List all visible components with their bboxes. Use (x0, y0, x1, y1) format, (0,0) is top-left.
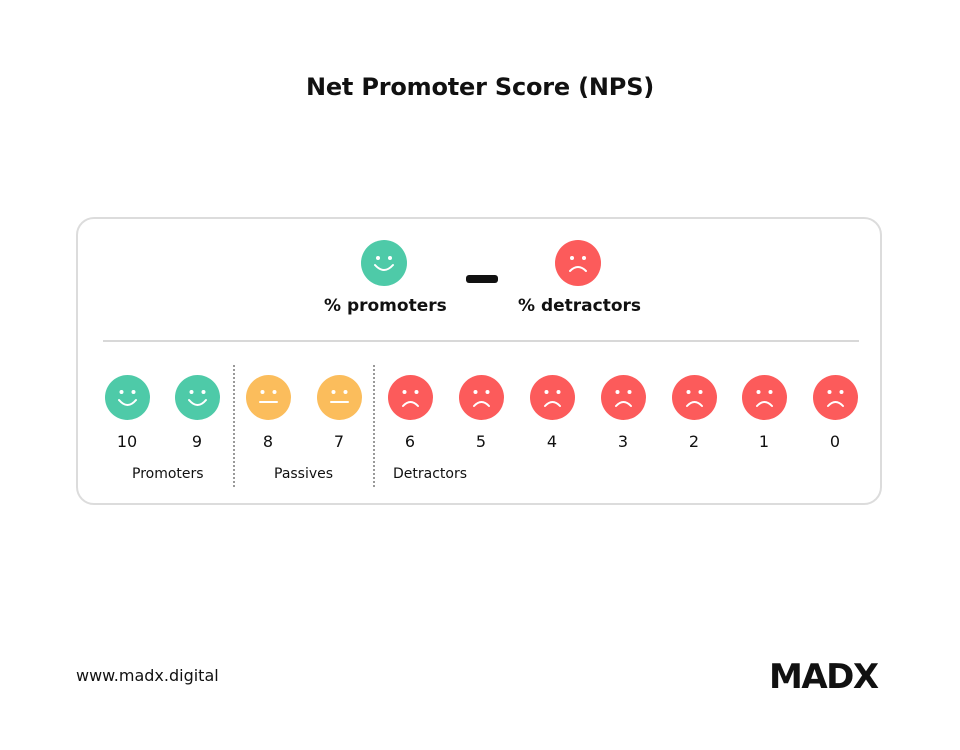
footer-url[interactable]: www.madx.digital (76, 666, 219, 685)
group-label-detractors: Detractors (393, 466, 468, 482)
smiley-happy-icon (104, 375, 150, 420)
detractors-label: % detractors (518, 296, 642, 316)
promoter-face-icon (361, 240, 407, 286)
score-number: 5 (475, 432, 487, 451)
page-title: Net Promoter Score (NPS) (305, 73, 655, 101)
group-separator (233, 365, 235, 487)
score-number: 6 (404, 432, 416, 451)
score-number: 10 (116, 432, 138, 451)
group-label-promoters: Promoters (132, 466, 204, 482)
brand-logo: MADX (769, 657, 879, 697)
score-number: 2 (688, 432, 700, 451)
score-number: 3 (617, 432, 629, 451)
promoters-label: % promoters (324, 296, 447, 316)
smiley-neutral-icon (245, 375, 291, 420)
nps-card: % promoters % detractors 10 9 8 7 6 5 4 3 2 1 0 Pr… (76, 217, 882, 505)
minus-sign (466, 275, 498, 283)
score-number: 7 (333, 432, 345, 451)
score-number: 8 (262, 432, 274, 451)
smiley-sad-icon (529, 375, 575, 420)
smiley-sad-icon (458, 375, 504, 420)
smiley-sad-icon (741, 375, 787, 420)
group-label-passives: Passives (274, 466, 334, 482)
score-number: 4 (546, 432, 558, 451)
group-separator (373, 365, 375, 487)
detractor-face-icon (555, 240, 601, 286)
smiley-sad-icon (387, 375, 433, 420)
smiley-sad-icon (600, 375, 646, 420)
smiley-sad-icon (671, 375, 717, 420)
score-number: 1 (758, 432, 770, 451)
divider (103, 340, 859, 342)
smiley-happy-icon (174, 375, 220, 420)
score-number: 0 (829, 432, 841, 451)
smiley-neutral-icon (316, 375, 362, 420)
score-number: 9 (191, 432, 203, 451)
smiley-sad-icon (812, 375, 858, 420)
